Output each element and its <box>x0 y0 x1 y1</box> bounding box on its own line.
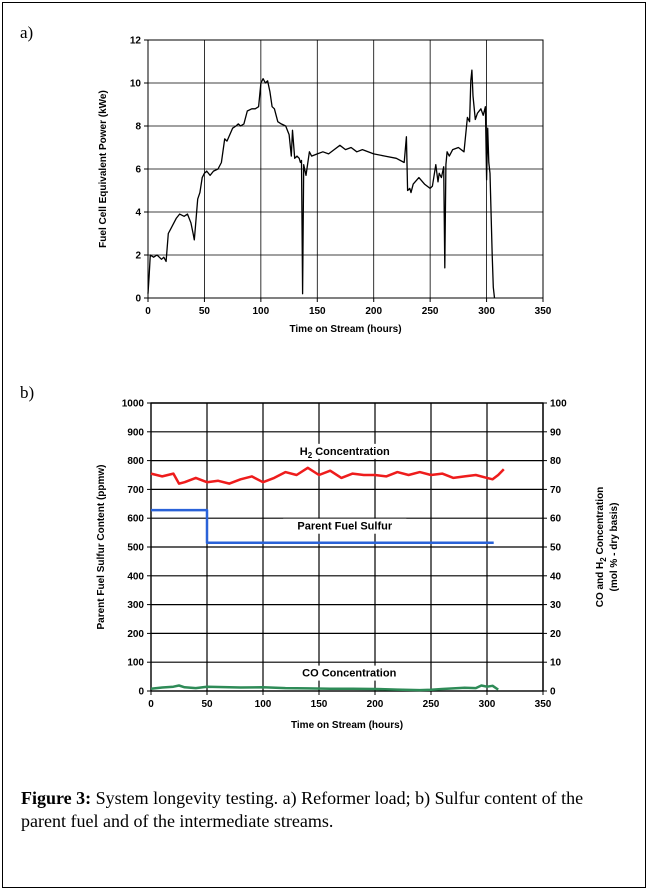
sulfur-content-chart: 0 50 100 150 200 250 300 3500100200300400500600… <box>96 399 620 732</box>
y-tick-label: 500 <box>127 543 144 554</box>
co-concentration-label: CO Concentration <box>302 668 396 680</box>
x-tick-label: 300 <box>479 699 496 710</box>
y-tick-label: 6 <box>135 165 141 176</box>
y-tick-label: 8 <box>135 122 141 133</box>
caption-text: System longevity testing. a) Reformer lo… <box>21 788 584 831</box>
h2-concentration-label: H2 Concentration <box>300 446 390 460</box>
x-tick-label: 50 <box>199 306 211 317</box>
x-tick-label: 0 <box>145 306 151 317</box>
x-tick-label: 150 <box>309 306 326 317</box>
x-tick-label: 100 <box>253 306 270 317</box>
x-tick-label: 350 <box>535 699 552 710</box>
x-tick-label: 300 <box>478 306 495 317</box>
x-tick-label: 250 <box>422 306 439 317</box>
y2-tick-label: 100 <box>550 399 567 410</box>
h2-concentration-label-bg <box>289 443 400 459</box>
y2-tick-label: 50 <box>550 543 562 554</box>
x-tick-label: 0 <box>148 699 154 710</box>
y-tick-label: 900 <box>127 427 144 438</box>
x-tick-label: 50 <box>201 699 213 710</box>
y-tick-label: 600 <box>127 514 144 525</box>
figure-caption: Figure 3: System longevity testing. a) R… <box>21 787 631 833</box>
x-tick-label: 200 <box>367 699 384 710</box>
x-axis-title: Time on Stream (hours) <box>289 324 401 335</box>
panel-b-letter: b) <box>20 383 35 402</box>
y-tick-label: 0 <box>135 294 141 305</box>
y2-axis-title-units: (mol % - dry basis) <box>609 503 620 592</box>
y2-tick-label: 20 <box>550 629 562 640</box>
series-line-2 <box>150 684 499 692</box>
y2-axis-title: CO and H2 Concentration <box>595 487 608 608</box>
parent-fuel-sulfur-label: Parent Fuel Sulfur <box>297 521 392 533</box>
y2-tick-label: 80 <box>550 456 562 467</box>
y-tick-label: 12 <box>130 36 142 47</box>
series-line-0 <box>150 466 505 485</box>
co-concentration-label-bg <box>294 665 405 681</box>
y-axis-title: Parent Fuel Sulfur Content (ppmw) <box>96 465 107 630</box>
y-tick-label: 0 <box>138 687 144 698</box>
y-tick-label: 700 <box>127 485 144 496</box>
x-tick-label: 350 <box>535 306 552 317</box>
caption-label: Figure 3: <box>21 788 92 808</box>
y2-tick-label: 10 <box>550 658 562 669</box>
y-tick-label: 4 <box>135 208 141 219</box>
series-line-1 <box>151 508 494 544</box>
panel-a-letter: a) <box>20 23 34 42</box>
x-tick-label: 200 <box>365 306 382 317</box>
y-tick-label: 10 <box>130 79 142 90</box>
parent-fuel-sulfur-label-bg <box>283 518 407 534</box>
y2-tick-label: 40 <box>550 571 562 582</box>
y-tick-label: 400 <box>127 571 144 582</box>
x-tick-label: 250 <box>423 699 440 710</box>
y2-tick-label: 70 <box>550 485 562 496</box>
y2-tick-label: 30 <box>550 600 562 611</box>
reformer-load-chart: 0 50 100 150 200 250 300 350 0 2 4 6 8 10 12 Time on St… <box>98 36 552 336</box>
y-axis-title: Fuel Cell Equivalent Power (kWe) <box>98 90 109 248</box>
y2-tick-label: 0 <box>550 687 556 698</box>
x-axis-title: Time on Stream (hours) <box>291 720 403 731</box>
y-tick-label: 200 <box>127 629 144 640</box>
y2-tick-label: 60 <box>550 514 562 525</box>
y-tick-label: 2 <box>135 251 141 262</box>
y2-tick-label: 90 <box>550 427 562 438</box>
x-tick-label: 100 <box>255 699 272 710</box>
y-tick-label: 100 <box>127 658 144 669</box>
y-tick-label: 800 <box>127 456 144 467</box>
x-tick-label: 150 <box>311 699 328 710</box>
y-tick-label: 300 <box>127 600 144 611</box>
series-line-0 <box>147 69 496 299</box>
y-tick-label: 1000 <box>122 399 145 410</box>
